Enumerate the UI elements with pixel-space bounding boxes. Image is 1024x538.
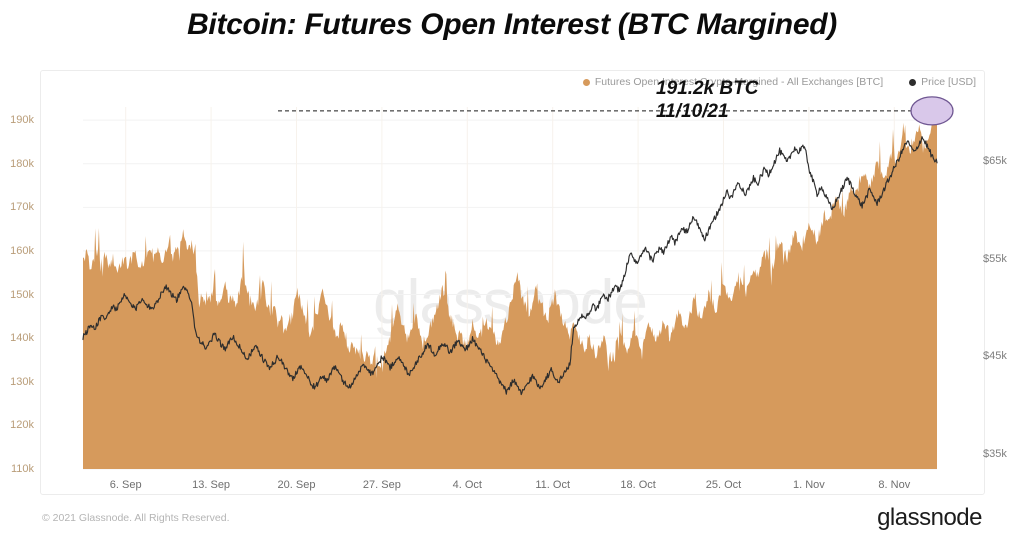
y-tick-left: 160k <box>10 244 34 257</box>
chart-svg <box>82 96 954 470</box>
legend-open-interest[interactable]: Futures Open Interest Crypto-Margined - … <box>582 76 884 88</box>
open-interest-area <box>83 114 937 470</box>
y-tick-left: 190k <box>10 114 34 127</box>
y-tick-left: 180k <box>10 157 34 170</box>
y-tick-left: 140k <box>10 332 34 345</box>
peak-annotation: 191.2k BTC 11/10/21 <box>656 77 758 123</box>
x-tick: 27. Sep <box>362 479 401 491</box>
x-tick: 18. Oct <box>620 479 656 491</box>
y-tick-left: 170k <box>10 201 34 214</box>
x-tick: 11. Oct <box>535 479 571 491</box>
legend-price-label: Price [USD] <box>921 76 976 88</box>
legend-open-interest-label: Futures Open Interest Crypto-Margined - … <box>594 76 884 88</box>
chart-legend: Futures Open Interest Crypto-Margined - … <box>582 76 976 88</box>
page-title: Bitcoin: Futures Open Interest (BTC Marg… <box>187 8 837 41</box>
y-tick-right: $65k <box>983 154 1007 167</box>
peak-annotation-value: 191.2k BTC <box>656 78 759 99</box>
peak-annotation-date: 11/10/21 <box>656 101 729 123</box>
legend-open-interest-dot <box>582 78 590 86</box>
y-tick-left: 120k <box>10 419 34 432</box>
x-tick: 13. Sep <box>192 479 231 491</box>
x-tick: 1. Nov <box>792 479 825 491</box>
peak-highlight-ellipse <box>910 96 954 126</box>
x-tick: 8. Nov <box>878 479 911 491</box>
y-tick-right: $45k <box>983 350 1007 363</box>
plot-area: glassnode 110k120k130k140k150k160k170k18… <box>10 96 1007 491</box>
y-tick-left: 150k <box>10 288 34 301</box>
price-line <box>82 136 938 396</box>
y-tick-left: 130k <box>10 375 34 388</box>
x-tick: 25. Oct <box>705 479 742 491</box>
copyright-text: © 2021 Glassnode. All Rights Reserved. <box>42 512 230 524</box>
y-tick-right: $55k <box>983 252 1007 265</box>
x-tick: 20. Sep <box>277 479 316 491</box>
x-tick: 6. Sep <box>109 479 142 491</box>
glassnode-logo: glassnode <box>877 504 982 531</box>
x-tick: 4. Oct <box>452 479 482 491</box>
y-tick-left: 110k <box>10 463 34 475</box>
legend-price[interactable]: Price [USD] <box>909 76 976 88</box>
chart-panel: Futures Open Interest Crypto-Margined - … <box>10 70 1007 495</box>
legend-price-dot <box>909 78 917 86</box>
y-tick-right: $35k <box>983 448 1007 461</box>
